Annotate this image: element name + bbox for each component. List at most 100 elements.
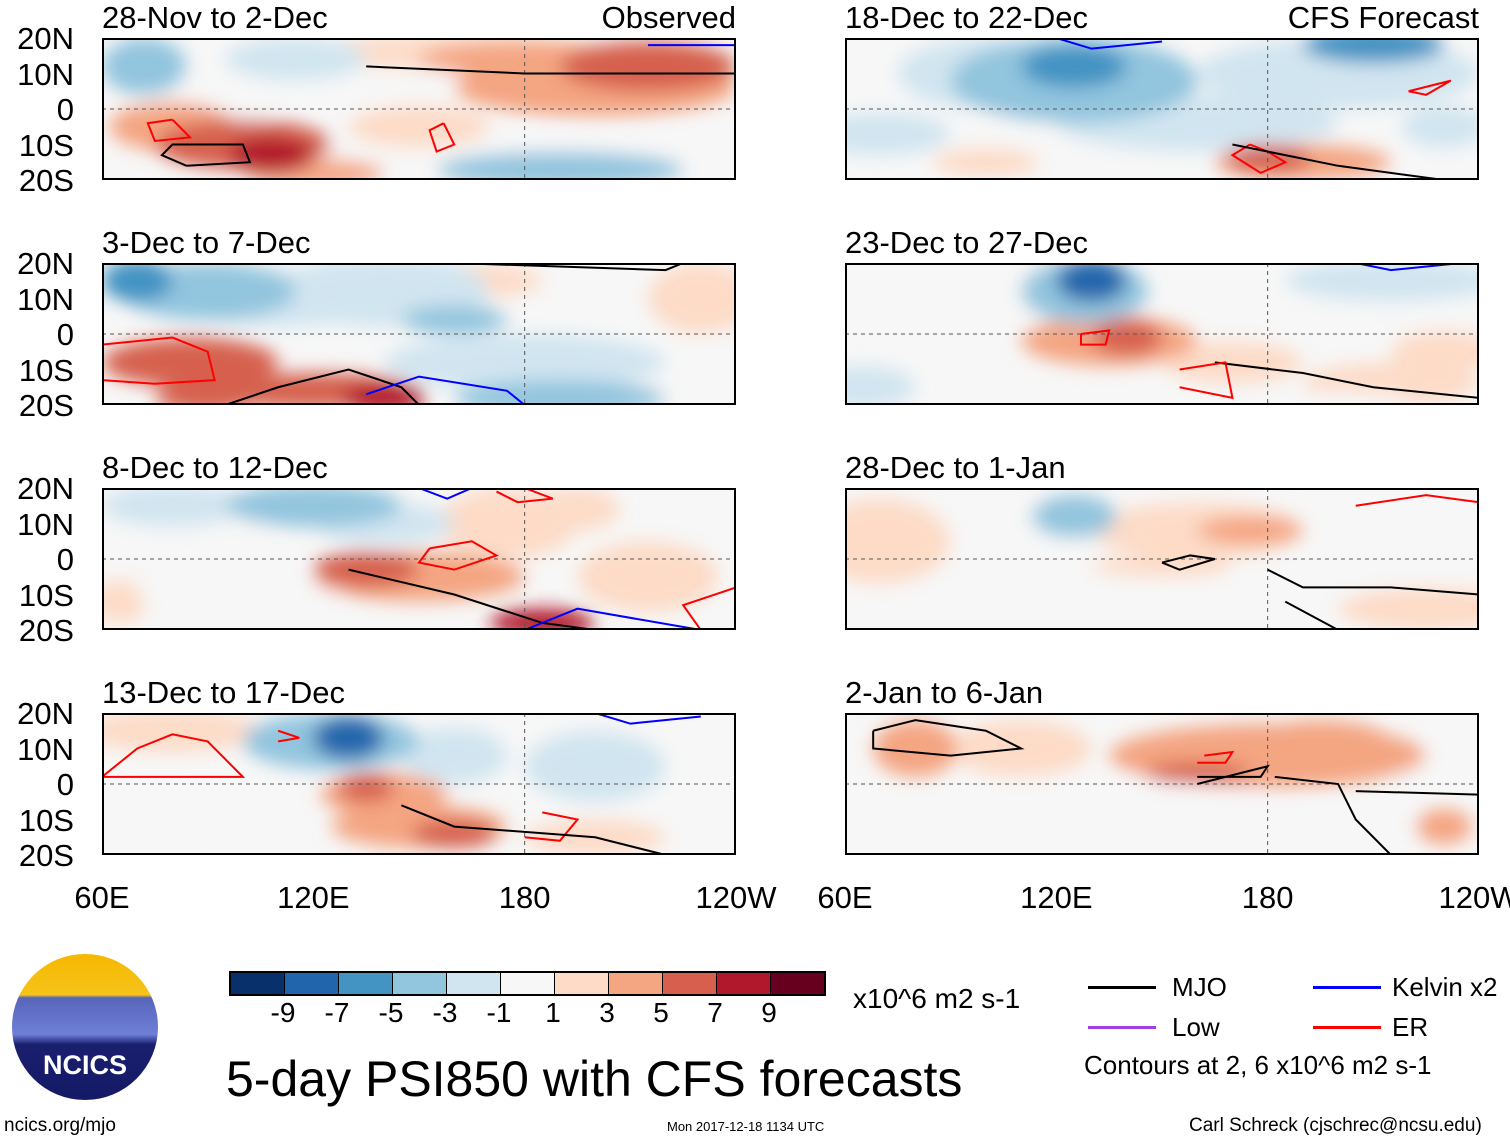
- panel-title: 3-Dec to 7-Dec: [102, 225, 311, 260]
- anomaly-region: [1056, 263, 1127, 303]
- contour-er: [1079, 329, 1111, 346]
- panel-title: 28-Dec to 1-Jan: [845, 450, 1066, 485]
- legend-kelvin: Kelvin x2: [1392, 972, 1498, 1002]
- colorbar-label: 9: [761, 997, 777, 1028]
- contour-er: [417, 540, 499, 571]
- contour-er: [524, 811, 580, 842]
- anomaly-region: [845, 587, 1004, 630]
- anomaly-region: [102, 713, 261, 753]
- anomaly-region: [102, 580, 148, 623]
- anomaly-region: [1401, 105, 1479, 149]
- colorbar-units: x10^6 m2 s-1: [853, 983, 1021, 1014]
- contour-mjo: [1355, 790, 1479, 796]
- source-url[interactable]: ncics.org/mjo: [4, 1115, 116, 1136]
- anomaly-region: [225, 488, 402, 528]
- anomaly-region: [845, 498, 951, 584]
- anomaly-region: [1338, 587, 1479, 630]
- lon-label: 120E: [277, 880, 350, 915]
- anomaly-region: [401, 305, 508, 334]
- lon-label: 120E: [1020, 880, 1093, 915]
- colorbar-label: -7: [324, 997, 350, 1028]
- colorbar-swatch: [231, 973, 285, 994]
- contour-mjo: [366, 65, 736, 75]
- lat-label: 20S: [18, 838, 74, 873]
- colorbar-swatch: [447, 973, 501, 994]
- panel-frame: [102, 263, 736, 405]
- lon-label: 60E: [74, 880, 130, 915]
- legend-mjo: MJO: [1172, 972, 1227, 1002]
- anomaly-region: [102, 337, 279, 388]
- map-panel: [845, 38, 1479, 180]
- anomaly-region: [225, 38, 367, 81]
- panel-frame: [845, 263, 1479, 405]
- anomaly-region: [1250, 720, 1391, 763]
- lon-label: 180: [1241, 880, 1294, 915]
- colorbar-label: -5: [378, 997, 404, 1028]
- colorbar-label: 7: [707, 997, 723, 1028]
- map-panel: [845, 488, 1479, 630]
- contour-mjo: [224, 368, 420, 405]
- contour-er: [1355, 494, 1479, 507]
- lat-label: 10S: [18, 577, 74, 613]
- colorbar-swatch: [285, 973, 339, 994]
- contour-mjo: [1274, 775, 1392, 855]
- anomaly-region: [313, 551, 419, 588]
- contour-mjo: [872, 719, 1025, 757]
- contour-er: [681, 586, 736, 630]
- lon-label: 180: [498, 880, 551, 915]
- ncics-logo: NCICS: [12, 954, 158, 1100]
- anomaly-region: [137, 573, 349, 616]
- anomaly-region: [1285, 263, 1479, 303]
- lat-label: 20N: [17, 696, 74, 731]
- panel-tag: Observed: [601, 0, 736, 35]
- map-panel: [845, 713, 1479, 855]
- contour-kelvin: [1355, 263, 1462, 272]
- colorbar-swatch: [393, 973, 447, 994]
- lat-label: 20S: [18, 163, 74, 198]
- anomaly-region: [313, 716, 384, 760]
- lat-label: 20S: [18, 388, 74, 423]
- contour-kelvin: [418, 488, 473, 500]
- lon-label: 120W: [695, 880, 777, 915]
- colorbar-swatch: [771, 973, 824, 994]
- contour-er: [1179, 361, 1234, 400]
- contour-er: [1408, 79, 1452, 96]
- colorbar-label: -1: [486, 997, 512, 1028]
- legend-low: Low: [1172, 1012, 1220, 1042]
- contour-er: [102, 733, 246, 778]
- anomaly-region: [1021, 45, 1127, 88]
- anomaly-region: [873, 720, 958, 777]
- anomaly-region: [1197, 516, 1303, 545]
- lat-label: 20N: [17, 471, 74, 506]
- panel-frame: [102, 713, 736, 855]
- contour-er: [277, 729, 300, 743]
- map-panel: [102, 488, 736, 630]
- contour-er: [1197, 750, 1235, 764]
- panel-title: 2-Jan to 6-Jan: [845, 675, 1044, 710]
- anomaly-region: [535, 488, 620, 531]
- anomaly-region: [401, 727, 508, 784]
- panel-frame: [845, 38, 1479, 180]
- contour-er: [146, 118, 193, 143]
- colorbar-swatch: [609, 973, 663, 994]
- contour-mjo: [160, 143, 252, 167]
- panel-tag: CFS Forecast: [1287, 0, 1479, 35]
- timestamp: Mon 2017-12-18 1134 UTC: [667, 1119, 825, 1134]
- contour-kelvin: [524, 607, 701, 630]
- lat-label: 0: [56, 542, 74, 577]
- lon-label: 60E: [817, 880, 873, 915]
- legend-line-low: [1088, 1026, 1156, 1029]
- lat-label: 0: [56, 767, 74, 802]
- contour-mjo: [348, 568, 596, 630]
- contour-er: [102, 336, 216, 385]
- contour-mjo: [1232, 143, 1444, 180]
- anomaly-region: [102, 488, 243, 528]
- panel-title: 8-Dec to 12-Dec: [102, 450, 328, 485]
- anomaly-region: [411, 819, 497, 848]
- anomaly-region: [228, 137, 314, 173]
- anomaly-region: [348, 105, 490, 149]
- colorbar-swatch: [717, 973, 771, 994]
- map-panel: [102, 263, 736, 405]
- legend-line-mjo: [1088, 986, 1156, 989]
- panel-title: 18-Dec to 22-Dec: [845, 0, 1088, 35]
